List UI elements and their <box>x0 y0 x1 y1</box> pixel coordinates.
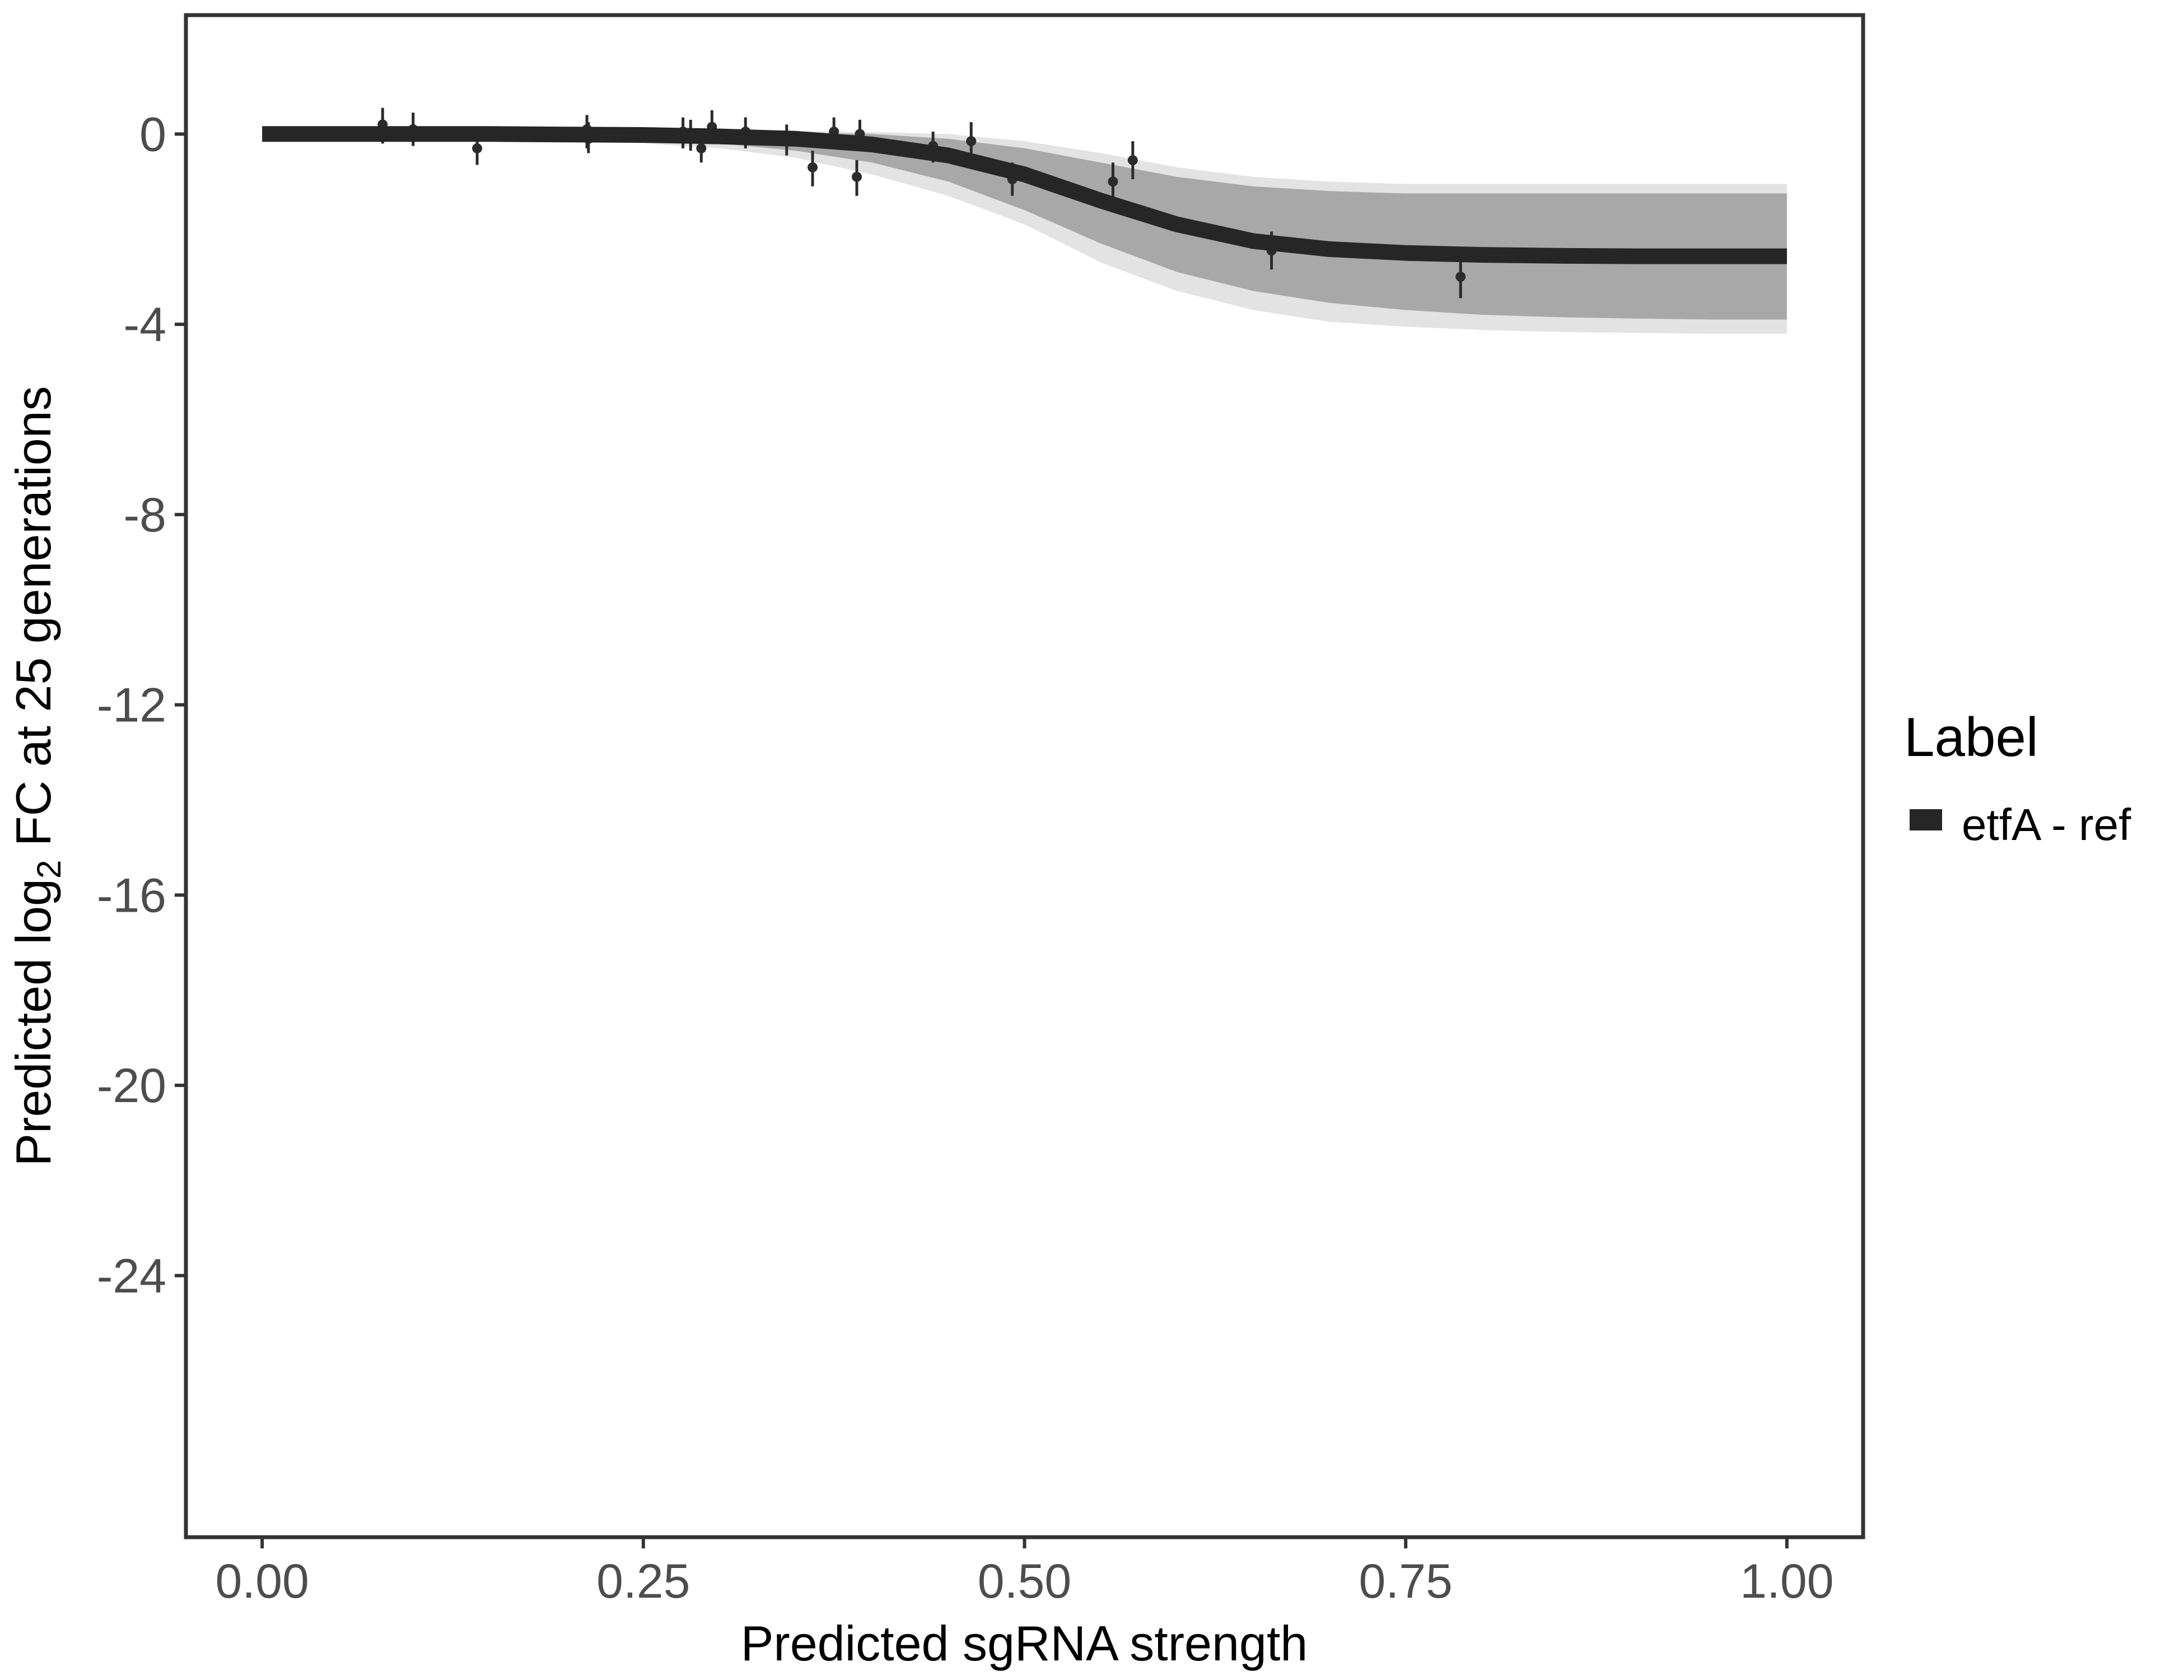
legend-title: Label <box>1904 706 2038 768</box>
data-point <box>966 122 977 158</box>
fit-curve-line <box>262 126 1787 264</box>
y-tick-label: -20 <box>97 1059 166 1113</box>
legend-key-etfa-ref <box>1910 809 1942 830</box>
x-tick-label: 0.50 <box>978 1555 1071 1608</box>
y-axis-label-before: Predicted log <box>6 879 61 1166</box>
y-axis-label-subscript: 2 <box>30 860 68 879</box>
x-tick-label: 1.00 <box>1740 1555 1833 1608</box>
point-marker <box>696 143 707 153</box>
x-axis: 0.00 0.25 0.50 0.75 1.00 <box>215 1539 1834 1608</box>
panel-border <box>184 13 1865 1539</box>
y-tick-label: -16 <box>97 869 166 922</box>
data-point <box>1127 141 1138 180</box>
y-tick-label: -4 <box>124 298 166 352</box>
point-marker <box>808 162 818 172</box>
y-axis-label: Predicted log2 FC at 25 generations <box>6 386 68 1166</box>
point-marker <box>1108 176 1118 187</box>
y-tick-label: -8 <box>124 488 166 542</box>
data-point <box>1108 162 1118 199</box>
point-marker <box>1455 272 1466 282</box>
y-tick-label: 0 <box>139 108 166 161</box>
data-point <box>1455 258 1466 298</box>
point-marker <box>472 143 483 153</box>
x-tick-label: 0.75 <box>1359 1555 1452 1608</box>
y-axis: 0 -4 -8 -12 -16 -20 -24 <box>97 108 184 1303</box>
y-axis-label-after: FC at 25 generations <box>6 386 61 860</box>
data-point <box>852 160 862 196</box>
y-tick-label: -24 <box>97 1249 166 1303</box>
posterior-band <box>262 132 1787 320</box>
y-tick-label: -12 <box>97 679 166 732</box>
fit-curve-layer <box>262 126 1787 264</box>
point-marker <box>852 171 862 182</box>
legend: Label etfA - ref <box>1904 706 2131 850</box>
x-tick-label: 0.25 <box>596 1555 690 1608</box>
point-marker <box>1127 155 1138 166</box>
plot-area <box>262 108 1787 334</box>
x-axis-label: Predicted sgRNA strength <box>741 1616 1308 1671</box>
x-tick-label: 0.00 <box>215 1555 309 1608</box>
point-marker <box>966 136 977 147</box>
posterior-band-layer <box>262 130 1787 334</box>
legend-entry-label: etfA - ref <box>1962 800 2131 850</box>
data-point <box>808 151 818 186</box>
